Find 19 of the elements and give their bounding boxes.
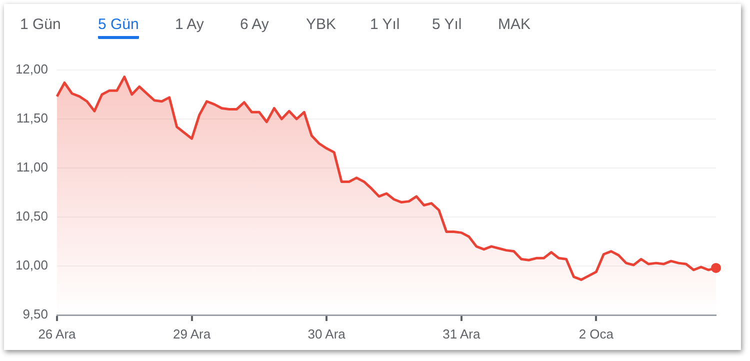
text: MAK	[498, 16, 531, 35]
x-tick-label: 29 Ara	[173, 326, 212, 342]
text: YBK	[306, 16, 336, 35]
x-tick-label: 26 Ara	[38, 326, 77, 342]
x-tick-label: 30 Ara	[308, 326, 346, 342]
y-tick-label: 11,00	[16, 160, 48, 175]
text: 5 Yıl	[432, 16, 462, 35]
y-tick-label: 9,50	[22, 306, 48, 322]
x-tick-label: 31 Ara	[442, 326, 481, 342]
y-tick-label: 10,00	[15, 258, 48, 273]
y-tick-label: 11,50	[16, 110, 48, 126]
text: 1 Gün	[20, 16, 61, 35]
y-tick-label: 10,50	[15, 208, 48, 224]
text: 1 Yıl	[370, 16, 400, 35]
y-tick-label: 12,00	[15, 62, 48, 77]
text: 5 Gün	[98, 16, 139, 39]
x-tick-label: 2 Oca	[578, 326, 614, 342]
text: 1 Ay	[175, 16, 204, 35]
text: 6 Ay	[240, 16, 269, 35]
